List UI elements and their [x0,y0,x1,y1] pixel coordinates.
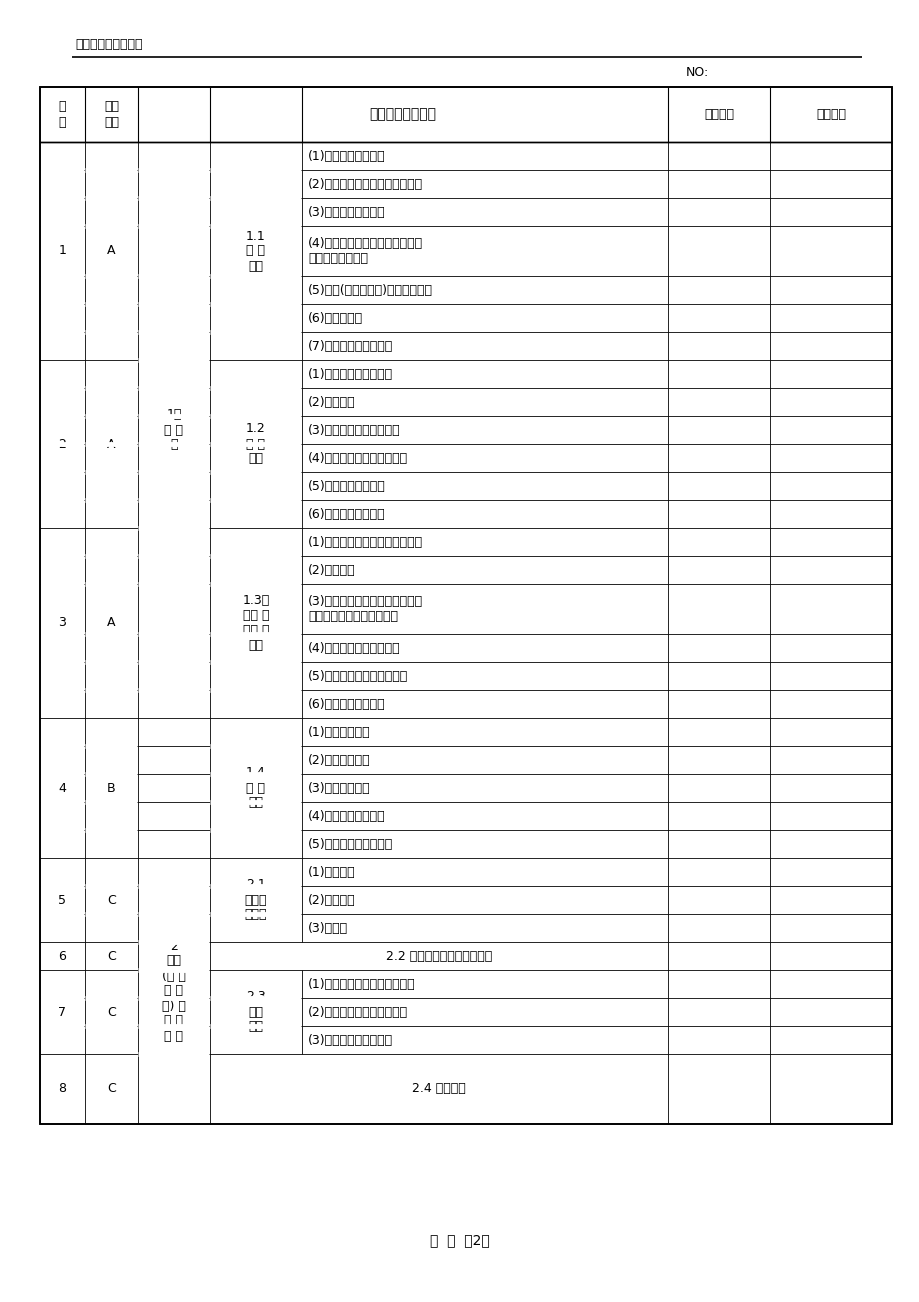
Text: (2)施工方案: (2)施工方案 [308,396,356,409]
Text: 3: 3 [59,617,66,629]
Text: C: C [107,893,116,906]
Text: (3)产品质量证明文件: (3)产品质量证明文件 [308,206,385,219]
Text: 机电类技术记录格式: 机电类技术记录格式 [75,38,142,51]
Text: 2: 2 [59,437,66,450]
Text: (6)安装质量证明文件: (6)安装质量证明文件 [308,508,385,521]
Text: A: A [108,437,116,450]
Text: NO:: NO: [686,65,709,78]
Text: (4)安全装置、主要部件型式试验
合格证及有关资料: (4)安全装置、主要部件型式试验 合格证及有关资料 [308,237,423,266]
Text: 1.2
安 装
资料: 1.2 安 装 资料 [246,423,266,466]
Text: (2)施工方案: (2)施工方案 [308,564,356,577]
Text: 5: 5 [59,893,66,906]
Text: 1.1
制 造
资料: 1.1 制 造 资料 [246,229,266,272]
Text: B: B [108,781,116,794]
Text: 检验结果: 检验结果 [703,108,733,121]
Text: (5)机房(机器设备间)和井道布置图: (5)机房(机器设备间)和井道布置图 [308,284,433,297]
Text: (5)特种设备作业人员证: (5)特种设备作业人员证 [308,837,392,850]
Text: (5)施工过程记录和自检报告: (5)施工过程记录和自检报告 [308,669,408,682]
Text: 序
号: 序 号 [59,100,66,129]
Text: 2.3
安全
空间: 2.3 安全 空间 [246,991,266,1034]
Text: 检验项目及其内容: 检验项目及其内容 [369,108,436,121]
Text: 2.4 地面开口: 2.4 地面开口 [412,1082,465,1095]
Text: (3)更换的安全装置和主要部件的
型式试验合格证及有关资料: (3)更换的安全装置和主要部件的 型式试验合格证及有关资料 [308,595,423,622]
Text: 7: 7 [59,1005,66,1018]
Text: 2
机房
(机 器
设 备
间) 及
相 关
设 备: 2 机房 (机 器 设 备 间) 及 相 关 设 备 [162,940,186,1043]
Text: (1)使用登记资料: (1)使用登记资料 [308,725,370,738]
Text: 2.1
通道和
通道门: 2.1 通道和 通道门 [244,879,267,922]
Text: C: C [107,1082,116,1095]
Text: 检验结论: 检验结论 [815,108,845,121]
Text: 1.3改
造、 重
大维 修
资料: 1.3改 造、 重 大维 修 资料 [242,594,269,652]
Bar [40,87,891,1124]
Text: (3)通道门: (3)通道门 [308,922,347,935]
Text: A: A [108,617,116,629]
Text: (5)设计变更证明文件: (5)设计变更证明文件 [308,479,385,492]
Text: (1)制造许可证明文件: (1)制造许可证明文件 [308,150,385,163]
Text: (1)控制屏（柜）前的净空面积: (1)控制屏（柜）前的净空面积 [308,978,415,991]
Text: (4)日常维护保养合同: (4)日常维护保养合同 [308,810,385,823]
Text: (1)通道设置: (1)通道设置 [308,866,356,879]
Text: 4: 4 [59,781,66,794]
Text: (2)维修、操作处的净空面积: (2)维修、操作处的净空面积 [308,1005,408,1018]
Text: (4)特种设备作业人员证件: (4)特种设备作业人员证件 [308,642,400,655]
Text: 共  页  第2页: 共 页 第2页 [430,1233,489,1247]
Text: (4)施工过程记录和自检报告: (4)施工过程记录和自检报告 [308,452,408,465]
Text: (3)楼梯（台阶）、护栏: (3)楼梯（台阶）、护栏 [308,1034,392,1047]
Text: (6)改造质量证明文件: (6)改造质量证明文件 [308,698,385,711]
Text: 1技
术 资
料: 1技 术 资 料 [165,409,183,452]
Text: 1: 1 [59,245,66,258]
Text: (2)安全技术档案: (2)安全技术档案 [308,754,370,767]
Text: 2.2 机房（机器设备间）专用: 2.2 机房（机器设备间）专用 [385,949,492,962]
Text: (6)电气原理图: (6)电气原理图 [308,311,363,324]
Text: (3)特种设备作业人员证件: (3)特种设备作业人员证件 [308,423,400,436]
Text: 6: 6 [59,949,66,962]
Bar [40,87,891,1124]
Text: C: C [107,1005,116,1018]
Text: (3)管理规章制度: (3)管理规章制度 [308,781,370,794]
Text: A: A [108,245,116,258]
Text: 检验
类别: 检验 类别 [104,100,119,129]
Text: (7)安装使用维护说明书: (7)安装使用维护说明书 [308,340,392,353]
Text: (1)安装许可证和告知书: (1)安装许可证和告知书 [308,367,392,380]
Text: C: C [107,949,116,962]
Text: 8: 8 [59,1082,66,1095]
Text: (1)改造（维修）许可证和告知书: (1)改造（维修）许可证和告知书 [308,535,423,548]
Text: (2)通道照明: (2)通道照明 [308,893,356,906]
Text: (2)整机型式试验合格证或报告书: (2)整机型式试验合格证或报告书 [308,177,423,190]
Text: 1.4
使 用
资料: 1.4 使 用 资料 [246,767,266,810]
